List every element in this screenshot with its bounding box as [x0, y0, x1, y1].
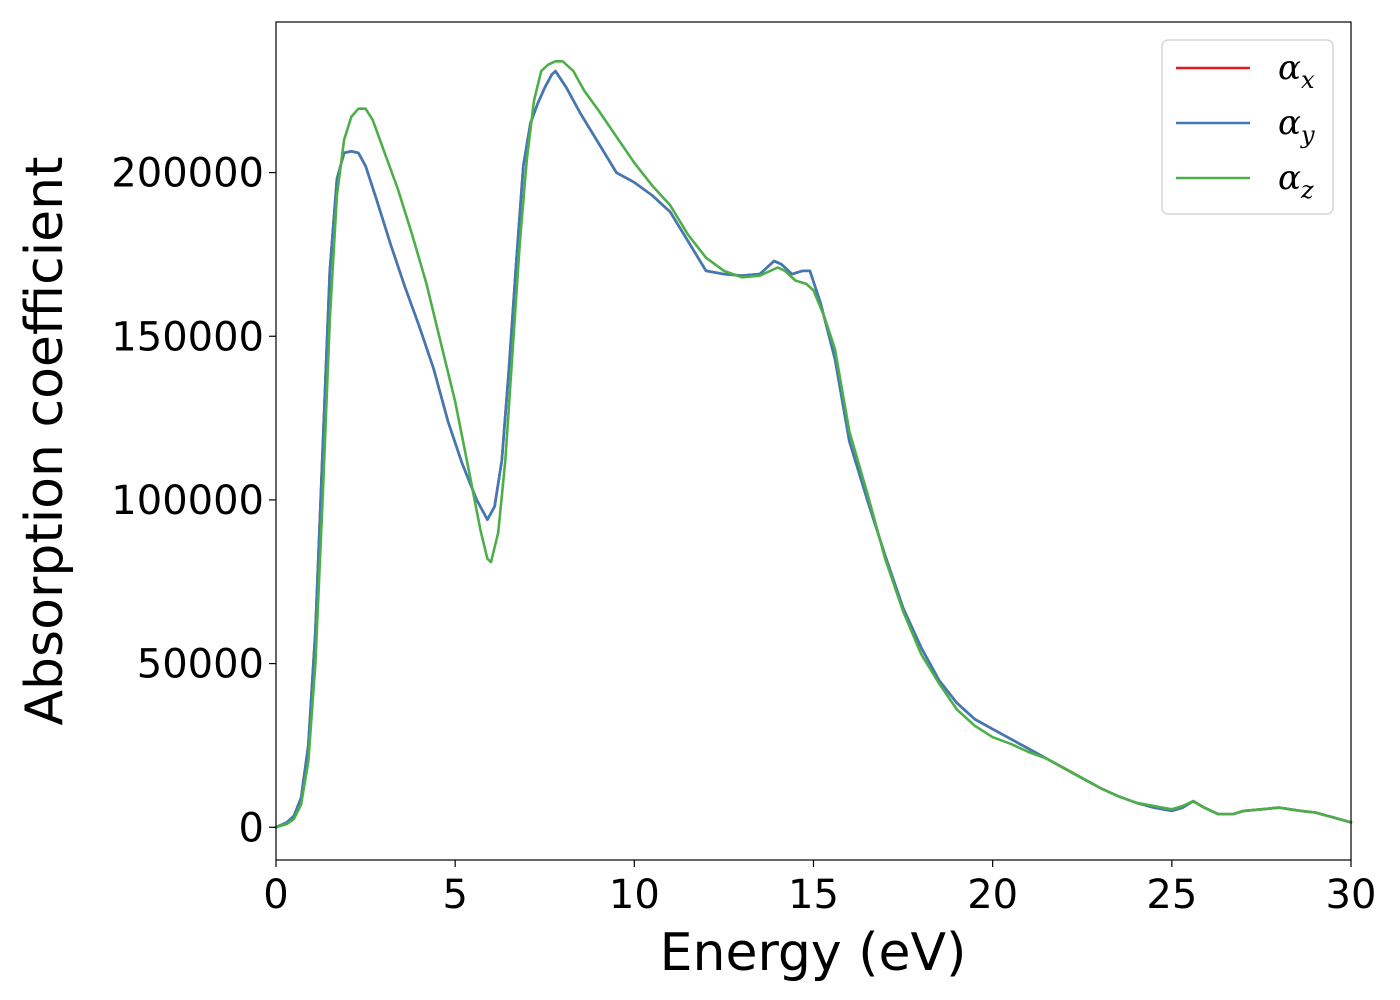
- y-tick-label: 100000: [111, 478, 264, 524]
- y-tick-label: 0: [239, 805, 264, 851]
- x-tick-label: 10: [609, 872, 660, 918]
- y-axis-label: Absorption coefficient: [15, 156, 75, 725]
- series-line-y: [274, 69, 1353, 829]
- x-tick-label: 15: [788, 872, 839, 918]
- legend-box: [1161, 39, 1334, 215]
- y-tick-label: 50000: [137, 642, 264, 688]
- x-axis-label: Energy (eV): [660, 923, 967, 983]
- x-tick-label: 20: [967, 872, 1018, 918]
- x-axis: 0 5 10 15 20 25 30: [263, 860, 1376, 918]
- series-layer: [274, 60, 1353, 829]
- x-tick-label: 5: [442, 872, 467, 918]
- legend-label-y: αy: [1278, 103, 1315, 149]
- y-tick-label: 200000: [111, 151, 264, 197]
- x-tick-label: 25: [1146, 872, 1197, 918]
- x-tick-label: 0: [263, 872, 288, 918]
- x-tick-label: 30: [1326, 872, 1377, 918]
- legend-label-x: αx: [1278, 48, 1315, 94]
- y-tick-label: 150000: [111, 314, 264, 360]
- series-line-z: [274, 60, 1353, 829]
- y-axis: 0 50000 100000 150000 200000: [111, 151, 276, 851]
